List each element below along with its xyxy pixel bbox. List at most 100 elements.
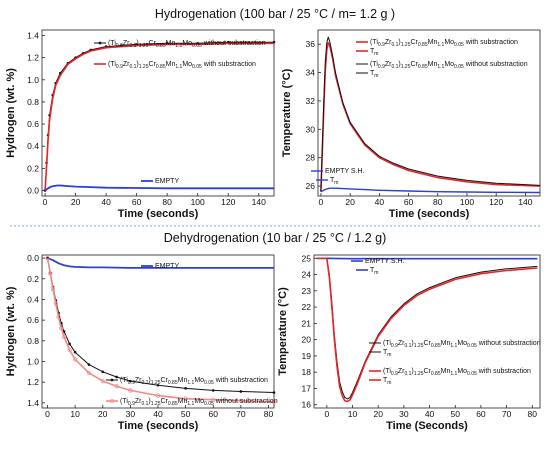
- legend-run: with substraction: [214, 377, 268, 384]
- legend-subscript: 1.1: [437, 64, 444, 70]
- legend-run: EMPTY S.H.: [365, 258, 405, 265]
- y-tick-label: 30: [306, 124, 316, 134]
- legend-run: (Ti: [383, 368, 391, 375]
- legend-subscript: 0.05: [192, 64, 202, 70]
- legend-run: Mn: [166, 61, 176, 68]
- legend-subscript: 1.1: [450, 343, 457, 349]
- y-tick-label: 32: [306, 96, 316, 106]
- legend-run: Mn: [178, 398, 188, 405]
- series-point: [238, 398, 244, 403]
- legend-subscript: 0.1: [141, 401, 148, 407]
- legend-subscript: 0.85: [418, 42, 428, 48]
- legend-subscript: 1.1: [175, 43, 182, 49]
- series-point: [156, 383, 160, 387]
- x-tick-label: 10: [70, 409, 80, 419]
- legend-run: Cr: [424, 340, 432, 347]
- legend-run: ): [148, 398, 150, 405]
- legend-subscript: 1.25: [139, 43, 149, 49]
- legend-text: Tm: [370, 48, 378, 57]
- legend-run: (Ti: [383, 340, 391, 347]
- legend-run: ): [398, 61, 400, 68]
- legend-run: Zr: [385, 61, 392, 68]
- legend-run: without substraction: [477, 340, 541, 347]
- series-point: [183, 396, 188, 401]
- chart-p3: 0 10 20 30 40 50 60 70 80 0.0 0.2 0.4 0.6 0.8 1.0 1.2 1.…: [5, 253, 278, 432]
- legend-run: Cr: [161, 398, 169, 405]
- y-tick-label: 24: [302, 270, 312, 280]
- y-tick-label: 1.0: [27, 75, 39, 85]
- legend-run: Zr: [135, 377, 142, 384]
- legend-subscript: 0.85: [156, 64, 166, 70]
- y-axis-label: Hydrogen (wt. %): [5, 68, 17, 158]
- legend-subscript: 0.9: [128, 380, 135, 386]
- y-tick-label: 0.4: [27, 294, 39, 304]
- legend-entry: EMPTY: [141, 263, 179, 270]
- legend-run: Mo: [444, 61, 454, 68]
- x-tick-label: 80: [528, 409, 538, 419]
- series-point: [271, 399, 277, 404]
- series-point: [211, 397, 216, 402]
- series-point: [72, 357, 78, 362]
- series-point: [239, 390, 243, 393]
- x-tick-label: 20: [98, 409, 108, 419]
- legend-text: Tm: [370, 267, 378, 276]
- legend-marker: [109, 398, 115, 404]
- legend-run: Mn: [428, 61, 438, 68]
- legend-subscript: 0.9: [128, 401, 135, 407]
- legend-run: Mn: [178, 377, 188, 384]
- legend-entry: EMPTY: [141, 178, 179, 185]
- legend-run: Mo: [457, 340, 467, 347]
- legend-subscript: 0.1: [391, 42, 398, 48]
- x-tick-label: 0: [324, 409, 329, 419]
- y-tick-label: 0.2: [27, 163, 39, 173]
- legend-run: with substraction: [464, 39, 518, 46]
- legend-subscript: 0.1: [404, 343, 411, 349]
- x-tick-label: 120: [489, 197, 503, 207]
- x-axis-label: Time (Seconds): [386, 420, 468, 432]
- legend-run: Cr: [411, 39, 419, 46]
- series-line-2: [320, 187, 540, 194]
- legend-run: ): [148, 377, 150, 384]
- legend-run: Cr: [424, 368, 432, 375]
- plot-frame: [313, 254, 541, 409]
- legend-subscript: 0.05: [192, 43, 202, 49]
- series-point: [184, 387, 187, 390]
- legend-subscript: 0.85: [168, 401, 178, 407]
- legend-run: Mn: [441, 368, 451, 375]
- series-point: [101, 370, 105, 374]
- legend-subscript: m: [334, 180, 338, 186]
- series-point: [155, 393, 161, 398]
- legend-subscript: 0.05: [204, 401, 214, 407]
- legend-run: Zr: [398, 368, 405, 375]
- legend-text: (Ti0.9Zr0.1)1.25Cr0.85Mn1.1Mo0.05 withou…: [108, 40, 266, 49]
- y-tick-label: 0.8: [27, 336, 39, 346]
- legend-run: Zr: [123, 40, 130, 47]
- plot-frame: [317, 29, 541, 197]
- y-axis-label: Temperature (°C): [281, 68, 293, 157]
- x-tick-label: 20: [345, 197, 355, 207]
- legend-text: (Ti0.9Zr0.1)1.25Cr0.85Mn1.1Mo0.05 withou…: [383, 340, 541, 349]
- legend-subscript: 0.05: [454, 42, 464, 48]
- y-tick-label: 21: [302, 318, 312, 328]
- y-tick-label: 0.2: [27, 274, 39, 284]
- legend-subscript: 0.05: [204, 380, 214, 386]
- series-point: [128, 388, 133, 393]
- legend-subscript: 0.1: [404, 371, 411, 377]
- legend-text: (Ti0.9Zr0.1)1.25Cr0.85Mn1.1Mo0.05 with s…: [120, 377, 268, 386]
- legend-entry: (Ti0.9Zr0.1)1.25Cr0.85Mn1.1Mo0.05 with s…: [369, 368, 531, 386]
- x-tick-label: 0: [43, 197, 48, 207]
- x-tick-label: 30: [399, 409, 409, 419]
- legend-subscript: 0.1: [129, 43, 136, 49]
- legend-entry: (Ti0.9Zr0.1)1.25Cr0.85Mn1.1Mo0.05 withou…: [106, 398, 278, 407]
- legend-entry: (Ti0.9Zr0.1)1.25Cr0.85Mn1.1Mo0.05 withou…: [94, 40, 266, 49]
- chart-p1: 0 20 40 60 80 100 120 140 0.0 0.2 0.4 0.6 0.8 1.0 1.2 1…: [5, 29, 276, 220]
- y-tick-label: 18: [302, 367, 312, 377]
- series-point: [115, 375, 118, 379]
- series-line-2: [316, 257, 538, 403]
- y-tick-label: 34: [306, 68, 316, 78]
- legend-text: Tm: [330, 177, 338, 186]
- bottom-title: Dehydrogenation (10 bar / 25 °C / 1.2 g): [164, 231, 387, 245]
- legend-run: with substraction: [477, 368, 531, 375]
- legend-subscript: 1.1: [187, 401, 194, 407]
